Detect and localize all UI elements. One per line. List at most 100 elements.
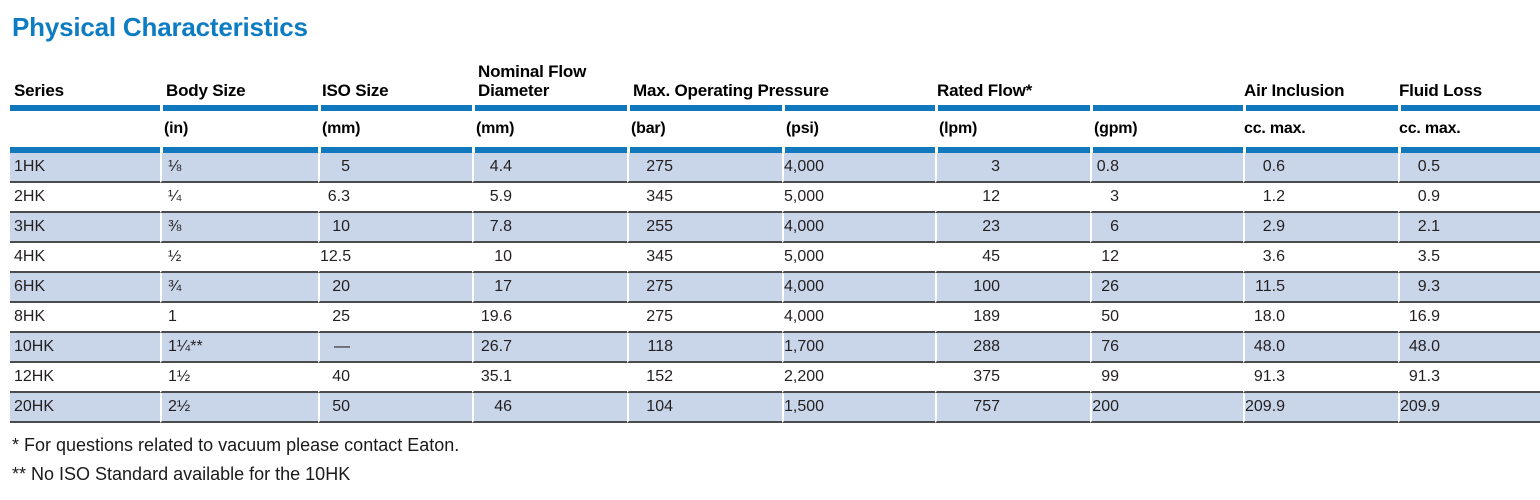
- cell-rated-flow-lpm: 100: [935, 273, 1090, 303]
- cell-rated-flow-gpm: 99: [1090, 363, 1243, 393]
- cell-rated-flow-lpm: 45: [935, 243, 1090, 273]
- column-header-fluid-loss: Fluid Loss: [1399, 81, 1483, 100]
- divider-segment: [472, 105, 627, 111]
- cell-body-size: 1: [160, 303, 318, 333]
- cell-max-operating-pressure-bar: 275: [627, 273, 782, 303]
- divider-segment: [1398, 147, 1540, 153]
- divider-segment: [472, 147, 627, 153]
- footnote-iso-standard: ** No ISO Standard available for the 10H…: [12, 464, 351, 484]
- cell-body-size: 1½: [160, 363, 318, 393]
- column-header-max-operating-pressure: Max. Operating Pressure: [633, 81, 829, 100]
- unit-label-gpm: (gpm): [1094, 120, 1138, 137]
- divider-segment: [627, 147, 782, 153]
- cell-rated-flow-gpm: 76: [1090, 333, 1243, 363]
- column-header-air-inclusion: Air Inclusion: [1244, 81, 1345, 100]
- cell-air-inclusion: 2.9: [1243, 213, 1398, 243]
- cell-series: 10HK: [10, 333, 160, 363]
- cell-iso-size: 12.5: [318, 243, 472, 273]
- cell-nominal-flow-diameter: 17: [472, 273, 627, 303]
- cell-series: 12HK: [10, 363, 160, 393]
- divider-segment: [782, 105, 935, 111]
- cell-rated-flow-lpm: 12: [935, 183, 1090, 213]
- column-header-nominal-flow-diameter: Nominal Flow Diameter: [478, 62, 587, 100]
- cell-series: 1HK: [10, 153, 160, 183]
- cell-air-inclusion: 48.0: [1243, 333, 1398, 363]
- unit-label-cc-max: cc. max.: [1399, 120, 1461, 137]
- cell-body-size: ⅜: [160, 213, 318, 243]
- unit-label-mm: (mm): [476, 120, 515, 137]
- cell-rated-flow-gpm: 3: [1090, 183, 1243, 213]
- divider-segment: [935, 105, 1090, 111]
- divider-segment: [1243, 105, 1398, 111]
- cell-fluid-loss: 91.3: [1398, 363, 1540, 393]
- cell-fluid-loss: 16.9: [1398, 303, 1540, 333]
- cell-nominal-flow-diameter: 35.1: [472, 363, 627, 393]
- cell-nominal-flow-diameter: 19.6: [472, 303, 627, 333]
- cell-max-operating-pressure-psi: 5,000: [782, 183, 935, 213]
- cell-nominal-flow-diameter: 4.4: [472, 153, 627, 183]
- cell-body-size: ⅛: [160, 153, 318, 183]
- divider-segment: [627, 105, 782, 111]
- cell-body-size: 2½: [160, 393, 318, 423]
- cell-iso-size: 10: [318, 213, 472, 243]
- unit-label-psi: (psi): [786, 120, 819, 137]
- cell-max-operating-pressure-psi: 1,700: [782, 333, 935, 363]
- column-header-iso-size: ISO Size: [322, 81, 389, 100]
- cell-max-operating-pressure-bar: 152: [627, 363, 782, 393]
- cell-series: 20HK: [10, 393, 160, 423]
- cell-fluid-loss: 3.5: [1398, 243, 1540, 273]
- unit-label-in: (in): [164, 120, 189, 137]
- cell-series: 2HK: [10, 183, 160, 213]
- cell-max-operating-pressure-psi: 1,500: [782, 393, 935, 423]
- cell-max-operating-pressure-bar: 345: [627, 183, 782, 213]
- cell-nominal-flow-diameter: 10: [472, 243, 627, 273]
- cell-rated-flow-lpm: 189: [935, 303, 1090, 333]
- cell-air-inclusion: 3.6: [1243, 243, 1398, 273]
- cell-iso-size: —: [318, 333, 472, 363]
- cell-rated-flow-lpm: 375: [935, 363, 1090, 393]
- cell-rated-flow-gpm: 50: [1090, 303, 1243, 333]
- cell-fluid-loss: 209.9: [1398, 393, 1540, 423]
- cell-max-operating-pressure-bar: 345: [627, 243, 782, 273]
- cell-rated-flow-gpm: 0.8: [1090, 153, 1243, 183]
- cell-nominal-flow-diameter: 26.7: [472, 333, 627, 363]
- divider-segment: [318, 147, 472, 153]
- divider-segment: [1398, 105, 1540, 111]
- cell-max-operating-pressure-psi: 4,000: [782, 213, 935, 243]
- cell-series: 4HK: [10, 243, 160, 273]
- cell-max-operating-pressure-psi: 4,000: [782, 273, 935, 303]
- divider-segment: [1243, 147, 1398, 153]
- cell-iso-size: 20: [318, 273, 472, 303]
- cell-fluid-loss: 0.9: [1398, 183, 1540, 213]
- cell-max-operating-pressure-bar: 275: [627, 303, 782, 333]
- cell-iso-size: 6.3: [318, 183, 472, 213]
- cell-air-inclusion: 11.5: [1243, 273, 1398, 303]
- cell-fluid-loss: 48.0: [1398, 333, 1540, 363]
- cell-max-operating-pressure-psi: 4,000: [782, 303, 935, 333]
- cell-fluid-loss: 0.5: [1398, 153, 1540, 183]
- unit-label-mm: (mm): [322, 120, 361, 137]
- divider-segment: [160, 147, 318, 153]
- cell-iso-size: 50: [318, 393, 472, 423]
- cell-max-operating-pressure-psi: 5,000: [782, 243, 935, 273]
- cell-rated-flow-gpm: 200: [1090, 393, 1243, 423]
- cell-body-size: 1¼**: [160, 333, 318, 363]
- footnotes: * For questions related to vacuum please…: [12, 431, 1540, 489]
- unit-label-lpm: (lpm): [939, 120, 978, 137]
- divider-segment: [318, 105, 472, 111]
- cell-max-operating-pressure-psi: 2,200: [782, 363, 935, 393]
- cell-max-operating-pressure-bar: 255: [627, 213, 782, 243]
- unit-label: [10, 111, 160, 147]
- footnote-vacuum: * For questions related to vacuum please…: [12, 435, 460, 455]
- cell-nominal-flow-diameter: 7.8: [472, 213, 627, 243]
- cell-nominal-flow-diameter: 5.9: [472, 183, 627, 213]
- cell-rated-flow-gpm: 26: [1090, 273, 1243, 303]
- cell-rated-flow-lpm: 23: [935, 213, 1090, 243]
- cell-series: 3HK: [10, 213, 160, 243]
- cell-air-inclusion: 209.9: [1243, 393, 1398, 423]
- cell-air-inclusion: 91.3: [1243, 363, 1398, 393]
- cell-max-operating-pressure-bar: 104: [627, 393, 782, 423]
- divider-segment: [10, 105, 160, 111]
- divider-segment: [1090, 147, 1243, 153]
- cell-body-size: ¾: [160, 273, 318, 303]
